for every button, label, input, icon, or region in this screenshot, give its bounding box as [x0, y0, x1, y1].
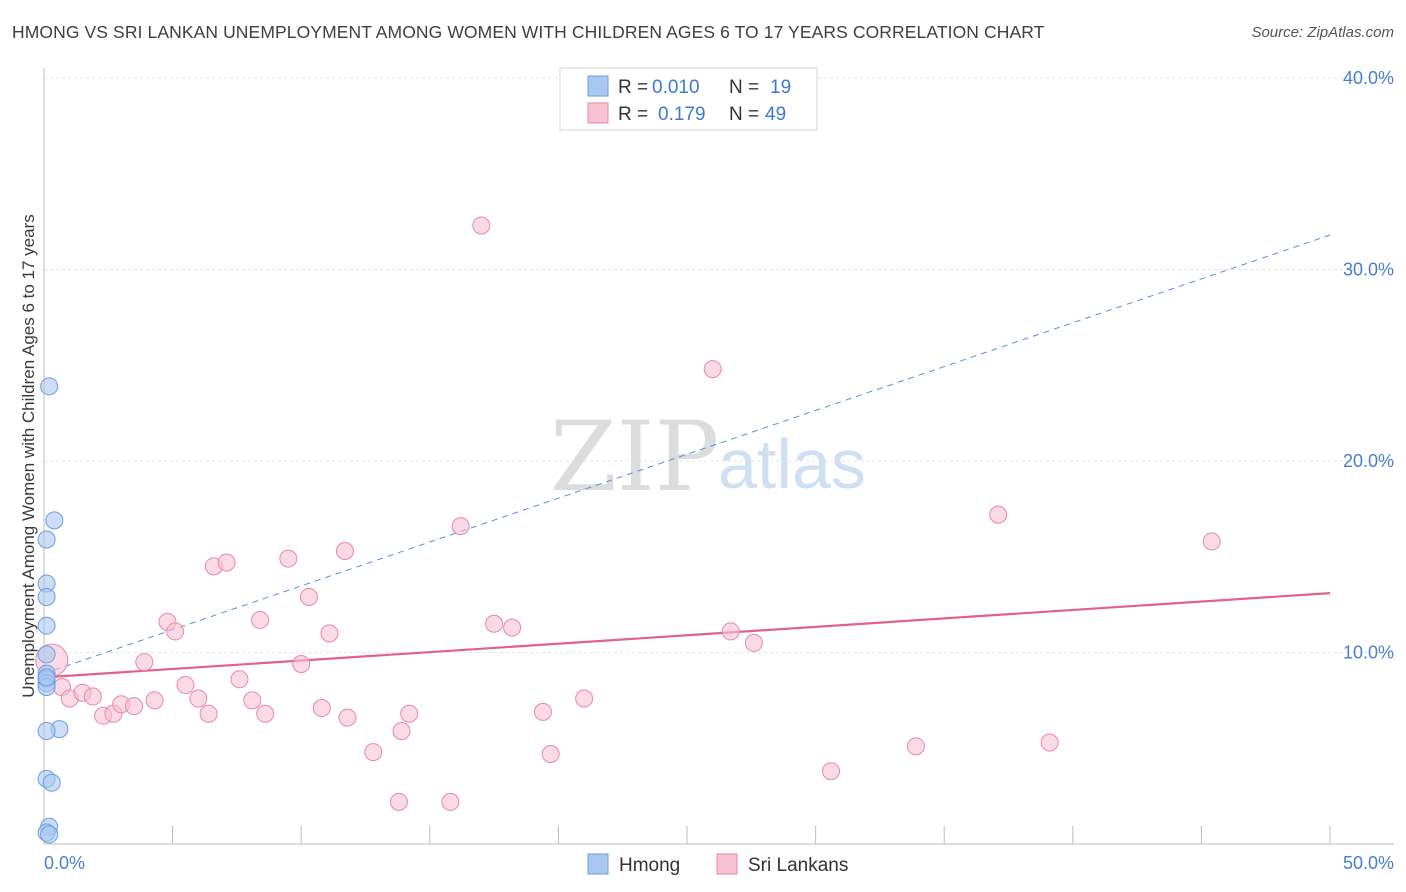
point-sri-lankans [485, 614, 504, 633]
point-sri-lankans [364, 743, 383, 762]
x-tick-label: 50.0% [1343, 853, 1394, 873]
x-tick-label: 0.0% [44, 853, 85, 873]
axes [43, 68, 1394, 845]
point-sri-lankans [989, 505, 1008, 524]
y-tick-label: 10.0% [1343, 643, 1394, 663]
point-sri-lankans [312, 699, 331, 718]
y-axis-title: Unemployment Among Women with Children A… [19, 214, 38, 698]
x-tick-labels: 0.0% 50.0% [44, 853, 1394, 873]
point-sri-lankans [703, 360, 722, 379]
point-hmong [37, 722, 56, 741]
point-hmong [42, 773, 61, 792]
point-sri-lankans [176, 676, 195, 695]
point-hmong [37, 616, 56, 635]
point-sri-lankans [822, 762, 841, 781]
point-sri-lankans [299, 587, 318, 606]
point-sri-lankans [392, 722, 411, 741]
trend-line-hmong [43, 234, 1331, 675]
point-hmong [45, 511, 64, 530]
y-tick-label: 40.0% [1343, 68, 1394, 88]
point-sri-lankans [472, 216, 491, 235]
point-sri-lankans [166, 622, 185, 641]
point-sri-lankans [251, 610, 270, 629]
point-sri-lankans [721, 622, 740, 641]
series-legend-swatch-sri-lankans [716, 853, 738, 875]
point-sri-lankans [199, 704, 218, 723]
point-sri-lankans [145, 691, 164, 710]
point-sri-lankans [575, 689, 594, 708]
point-sri-lankans [533, 702, 552, 721]
y-tick-label: 20.0% [1343, 451, 1394, 471]
point-sri-lankans [400, 704, 419, 723]
series-legend-label-hmong: Hmong [619, 855, 680, 876]
point-hmong [40, 377, 59, 396]
point-sri-lankans [320, 624, 339, 643]
point-sri-lankans [541, 744, 560, 763]
trend-lines [43, 234, 1331, 679]
point-sri-lankans [243, 691, 262, 710]
point-hmong [37, 587, 56, 606]
legend-r-value-hmong: 0.010 [652, 77, 700, 98]
data-points [35, 216, 1221, 844]
y-tick-label: 30.0% [1343, 260, 1394, 280]
point-sri-lankans [441, 792, 460, 811]
legend-swatch-sri-lankans [587, 102, 609, 124]
point-hmong [37, 668, 56, 687]
point-hmong [37, 645, 56, 664]
point-sri-lankans [906, 737, 925, 756]
point-sri-lankans [217, 553, 236, 572]
chart-title: HMONG VS SRI LANKAN UNEMPLOYMENT AMONG W… [12, 22, 1045, 42]
legend-n-value-hmong: 19 [770, 77, 791, 98]
point-sri-lankans [230, 670, 249, 689]
point-sri-lankans [83, 687, 102, 706]
source-credit: Source: ZipAtlas.com [1251, 24, 1394, 41]
legend-n-value-sri-lankans: 49 [765, 104, 786, 125]
series-legend-swatch-hmong [587, 853, 609, 875]
legend-r-label-sri-lankans: R = [618, 104, 648, 125]
point-sri-lankans [744, 633, 763, 652]
point-sri-lankans [1202, 532, 1221, 551]
point-hmong [37, 530, 56, 549]
point-sri-lankans [389, 792, 408, 811]
legend-r-value-sri-lankans: 0.179 [658, 104, 706, 125]
y-tick-labels: 10.0% 20.0% 30.0% 40.0% [1343, 68, 1394, 663]
watermark-atlas: atlas [718, 425, 866, 503]
point-hmong [40, 825, 59, 844]
stats-legend: R = 0.010 N = 19 R = 0.179 N = 49 [559, 67, 818, 131]
watermark-zip: ZIP [550, 401, 719, 513]
watermark: ZIP atlas [550, 401, 866, 513]
point-sri-lankans [292, 654, 311, 673]
point-sri-lankans [1040, 733, 1059, 752]
point-sri-lankans [125, 697, 144, 716]
point-sri-lankans [189, 689, 208, 708]
series-legend-label-sri-lankans: Sri Lankans [748, 855, 848, 876]
point-sri-lankans [338, 708, 357, 727]
point-sri-lankans [335, 542, 354, 561]
legend-n-label-sri-lankans: N = [729, 104, 759, 125]
legend-swatch-hmong [587, 75, 609, 97]
point-sri-lankans [135, 653, 154, 672]
point-sri-lankans [279, 549, 298, 568]
point-sri-lankans [256, 704, 275, 723]
series-legend: Hmong Sri Lankans [587, 853, 848, 876]
legend-r-label-hmong: R = [618, 77, 648, 98]
gridlines [44, 77, 1394, 653]
point-sri-lankans [503, 618, 522, 637]
legend-n-label-hmong: N = [729, 77, 759, 98]
point-sri-lankans [451, 517, 470, 536]
trend-line-sri-lankans [43, 592, 1331, 679]
